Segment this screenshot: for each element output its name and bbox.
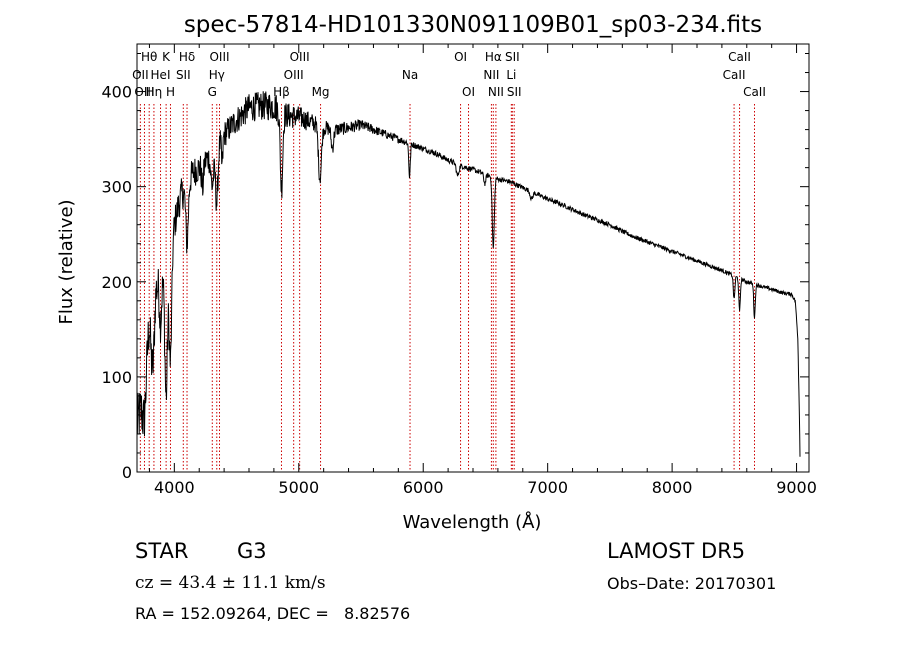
- x-tick-label-4: 8000: [652, 478, 693, 497]
- line-marker-label-26: CaII: [723, 68, 746, 82]
- coordinates: RA = 152.09264, DEC = 8.82576: [135, 604, 411, 623]
- line-marker-label-18: OI: [462, 85, 475, 99]
- y-tick-label-1: 100: [101, 368, 132, 387]
- x-tick-label-1: 5000: [278, 478, 319, 497]
- x-axis-label: Wavelength (Å): [403, 511, 542, 533]
- observation-date: Obs–Date: 20170301: [607, 574, 777, 593]
- line-marker-label-6: H: [166, 85, 175, 99]
- object-subclass: G3: [237, 539, 267, 563]
- line-marker-label-4: HeI: [151, 68, 171, 82]
- y-tick-label-3: 300: [101, 178, 132, 197]
- line-marker-label-15: Mg: [312, 85, 330, 99]
- y-tick-label-4: 400: [101, 83, 132, 102]
- survey-name: LAMOST DR5: [607, 539, 746, 563]
- y-axis-label: Flux (relative): [56, 199, 77, 324]
- plot-axes: 4000 5000 6000 7000 8000 9000 0 100 200 300 400: [101, 43, 817, 497]
- spectrum-line: [136, 91, 801, 457]
- line-marker-label-10: Hγ: [209, 68, 225, 82]
- line-marker-label-20: NII: [483, 68, 499, 82]
- x-tick-label-2: 6000: [403, 478, 444, 497]
- x-tick-label-5: 9000: [776, 478, 817, 497]
- line-marker-label-25: CaII: [728, 50, 751, 64]
- line-marker-label-7: SII: [176, 68, 191, 82]
- line-marker-label-22: SII: [505, 50, 520, 64]
- x-tick-label-3: 7000: [527, 478, 568, 497]
- line-marker-label-21: NII: [488, 85, 504, 99]
- line-marker-label-3: Hη: [146, 85, 163, 99]
- line-marker-label-14: OIII: [284, 68, 304, 82]
- y-tick-label-2: 200: [101, 273, 132, 292]
- line-marker-label-23: Li: [506, 68, 516, 82]
- redshift-velocity: cz = 43.4 ± 11.1 km/s: [135, 573, 326, 593]
- y-tick-label-0: 0: [122, 463, 132, 482]
- line-marker-label-12: Hβ: [273, 85, 290, 99]
- object-class: STAR: [135, 539, 189, 563]
- chart-title: spec-57814-HD101330N091109B01_sp03-234.f…: [184, 12, 762, 38]
- line-marker-label-17: OI: [454, 50, 467, 64]
- line-marker-label-8: Hδ: [179, 50, 195, 64]
- line-marker-label-1: OII: [132, 68, 149, 82]
- spectrum-series: [136, 91, 801, 457]
- line-marker-label-5: K: [162, 50, 171, 64]
- line-marker-label-19: Hα: [485, 50, 502, 64]
- line-marker-label-27: CaII: [743, 85, 766, 99]
- line-marker-label-13: OIII: [290, 50, 310, 64]
- x-tick-label-0: 4000: [154, 478, 195, 497]
- line-marker-label-24: SII: [507, 85, 522, 99]
- line-marker-label-9: OIII: [209, 50, 229, 64]
- line-marker-label-0: Hθ: [141, 50, 157, 64]
- line-marker-label-16: Na: [402, 68, 418, 82]
- line-marker-label-11: G: [208, 85, 217, 99]
